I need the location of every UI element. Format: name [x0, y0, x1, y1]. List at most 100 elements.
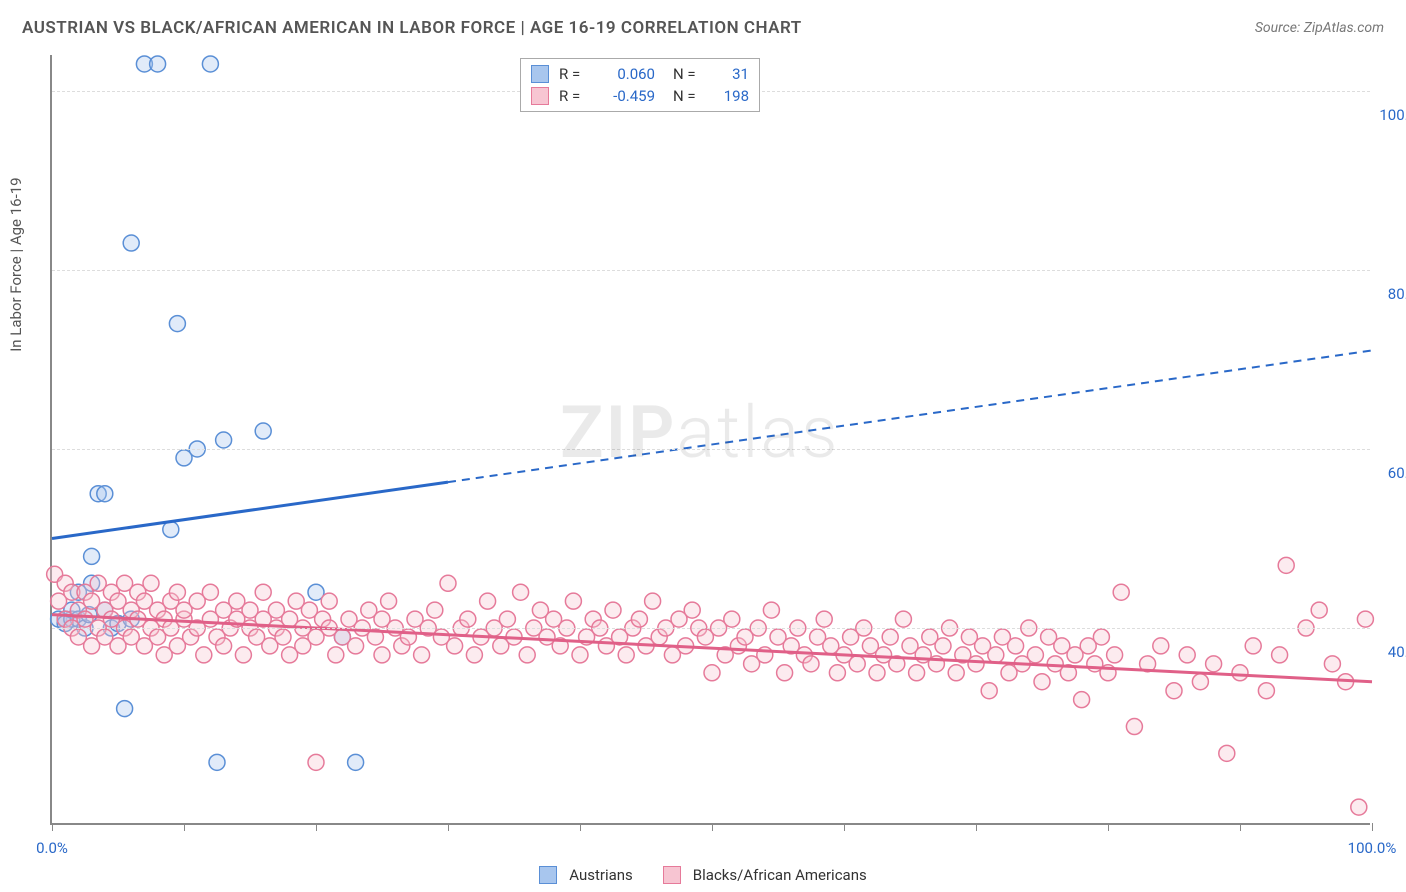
data-point [1153, 638, 1169, 654]
data-point [1311, 602, 1327, 618]
y-tick-label: 100.0% [1379, 106, 1406, 124]
gridline-h [52, 628, 1370, 629]
data-point [1245, 638, 1261, 654]
data-point [209, 754, 225, 770]
data-point [1324, 656, 1340, 672]
n-label: N = [673, 65, 705, 83]
data-point [1107, 647, 1123, 663]
data-point [202, 584, 218, 600]
data-point [1206, 656, 1222, 672]
data-point [447, 638, 463, 654]
y-tick-label: 60.0% [1388, 464, 1406, 482]
legend-stat-row: R =-0.459N =198 [531, 85, 749, 107]
x-tick [1240, 823, 1241, 831]
data-point [196, 647, 212, 663]
data-point [1166, 683, 1182, 699]
data-point [1093, 629, 1109, 645]
x-tick [448, 823, 449, 831]
data-point [348, 754, 364, 770]
data-point [1179, 647, 1195, 663]
data-point [803, 656, 819, 672]
n-label: N = [673, 87, 705, 105]
data-point [480, 593, 496, 609]
x-tick [1372, 823, 1373, 831]
data-point [1351, 799, 1367, 815]
n-value: 198 [709, 87, 749, 105]
data-point [308, 754, 324, 770]
legend-correlation-box: R =0.060 N =31 R =-0.459N =198 [520, 58, 760, 112]
trend-line-dashed [448, 350, 1372, 482]
data-point [988, 647, 1004, 663]
legend-swatch [663, 866, 681, 884]
data-point [117, 701, 133, 717]
data-point [235, 647, 251, 663]
data-point [849, 656, 865, 672]
data-point [935, 638, 951, 654]
data-point [123, 235, 139, 251]
source-label: Source: ZipAtlas.com [1255, 20, 1384, 36]
data-point [466, 647, 482, 663]
data-point [1034, 674, 1050, 690]
data-point [348, 638, 364, 654]
data-point [169, 316, 185, 332]
data-point [143, 575, 159, 591]
data-point [216, 638, 232, 654]
data-point [1219, 745, 1235, 761]
data-point [1074, 692, 1090, 708]
data-point [374, 647, 390, 663]
data-point [414, 647, 430, 663]
data-point [1027, 647, 1043, 663]
x-tick [976, 823, 977, 831]
data-point [321, 593, 337, 609]
legend-swatch [539, 866, 557, 884]
data-point [869, 665, 885, 681]
data-point [1232, 665, 1248, 681]
x-tick [712, 823, 713, 831]
x-tick [316, 823, 317, 831]
r-label: R = [559, 65, 591, 83]
data-point [150, 56, 166, 72]
data-point [895, 611, 911, 627]
data-point [948, 665, 964, 681]
r-label: R = [559, 87, 591, 105]
legend-swatch [531, 87, 549, 105]
data-point [631, 611, 647, 627]
data-point [1113, 584, 1129, 600]
chart-title: AUSTRIAN VS BLACK/AFRICAN AMERICAN IN LA… [22, 18, 802, 38]
legend-label: Austrians [569, 866, 633, 884]
legend-item: Blacks/African Americans [663, 866, 867, 884]
y-tick-label: 80.0% [1388, 285, 1406, 303]
x-tick [580, 823, 581, 831]
data-point [763, 602, 779, 618]
data-point [255, 423, 271, 439]
legend-series: Austrians Blacks/African Americans [0, 866, 1406, 884]
legend-swatch [531, 65, 549, 83]
r-value: 0.060 [595, 65, 655, 83]
data-point [1258, 683, 1274, 699]
data-point [381, 593, 397, 609]
data-point [829, 665, 845, 681]
gridline-h [52, 270, 1370, 271]
x-tick-label: 100.0% [1348, 839, 1397, 857]
data-point [968, 656, 984, 672]
gridline-h [52, 449, 1370, 450]
data-point [275, 629, 291, 645]
n-value: 31 [709, 65, 749, 83]
scatter-plot-svg [52, 55, 1370, 823]
data-point [460, 611, 476, 627]
data-point [216, 432, 232, 448]
data-point [97, 486, 113, 502]
data-point [618, 647, 634, 663]
data-point [704, 665, 720, 681]
data-point [684, 602, 700, 618]
x-tick-label: 0.0% [36, 839, 68, 857]
x-tick [1108, 823, 1109, 831]
legend-stat-row: R =0.060 N =31 [531, 63, 749, 85]
data-point [519, 647, 535, 663]
y-tick-label: 40.0% [1388, 643, 1406, 661]
data-point [1008, 638, 1024, 654]
plot-area: 40.0%60.0%80.0%100.0%0.0%100.0% [50, 55, 1370, 825]
data-point [816, 611, 832, 627]
data-point [84, 548, 100, 564]
data-point [255, 584, 271, 600]
